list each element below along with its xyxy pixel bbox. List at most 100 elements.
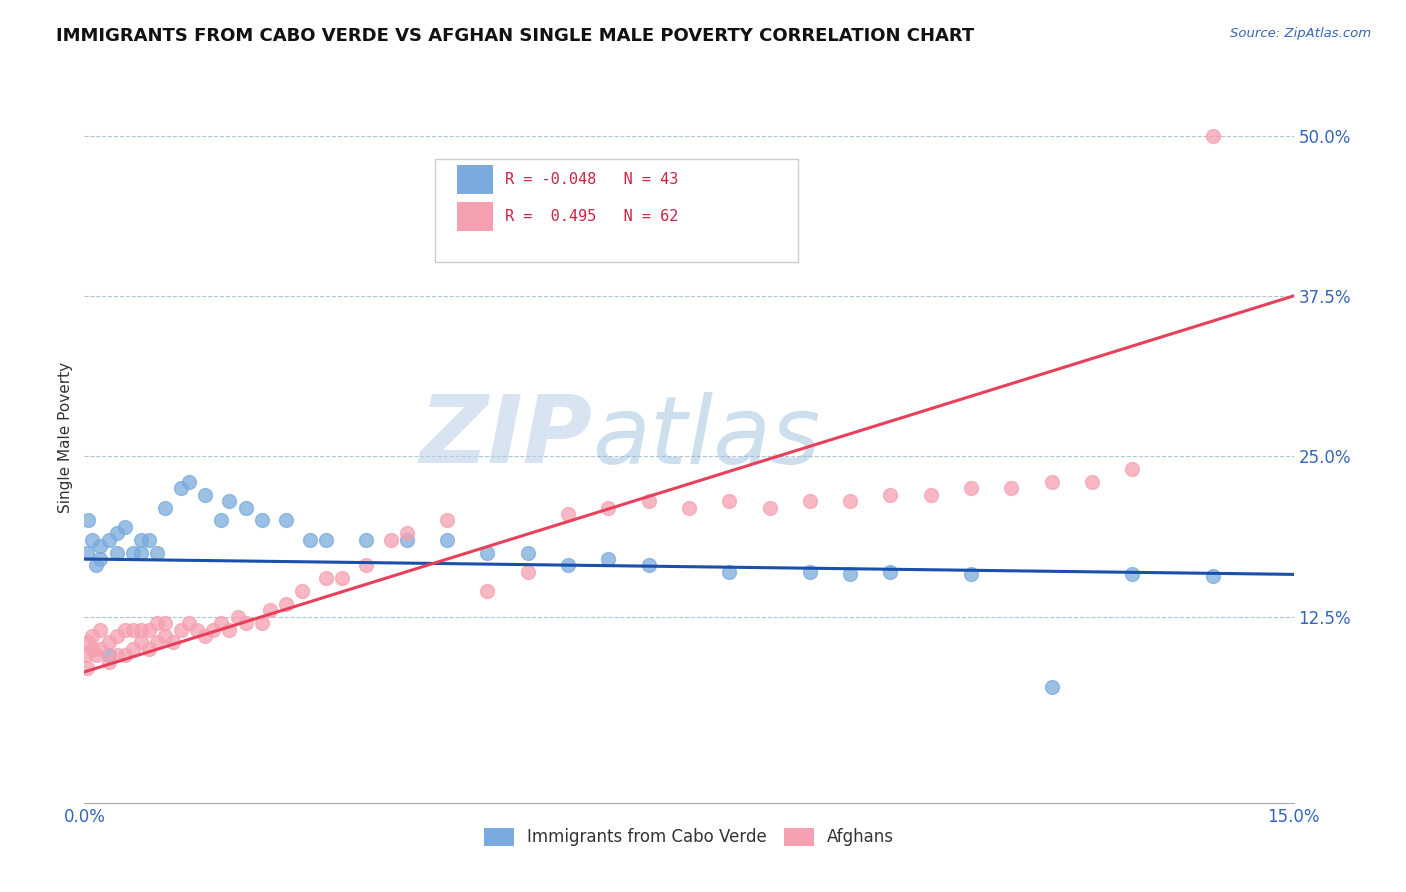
FancyBboxPatch shape [434, 159, 797, 261]
Point [138, 533, 160, 547]
Point [1040, 475, 1063, 489]
Text: R = -0.048   N = 43: R = -0.048 N = 43 [505, 172, 679, 187]
Point [250, 514, 273, 528]
Point [105, 648, 128, 663]
Point [226, 609, 249, 624]
Point [436, 533, 458, 547]
Point [97, 635, 120, 649]
Point [1081, 475, 1104, 489]
Point [1000, 482, 1022, 496]
Point [356, 533, 378, 547]
Y-axis label: Single Male Poverty: Single Male Poverty [58, 361, 73, 513]
Point [86, 558, 108, 573]
Point [799, 565, 821, 579]
Point [209, 514, 232, 528]
Point [146, 616, 169, 631]
Point [129, 545, 152, 559]
Point [274, 514, 297, 528]
Point [218, 623, 240, 637]
Point [129, 533, 152, 547]
Point [477, 545, 499, 559]
Point [194, 629, 217, 643]
Point [114, 648, 136, 663]
Point [598, 500, 620, 515]
Point [250, 616, 273, 631]
Point [516, 545, 538, 559]
Point [315, 571, 337, 585]
Point [76, 545, 98, 559]
Point [121, 545, 143, 559]
Point [1121, 567, 1143, 582]
Point [77, 514, 100, 528]
Point [637, 494, 659, 508]
Text: IMMIGRANTS FROM CABO VERDE VS AFGHAN SINGLE MALE POVERTY CORRELATION CHART: IMMIGRANTS FROM CABO VERDE VS AFGHAN SIN… [56, 27, 974, 45]
Point [1121, 462, 1143, 476]
Point [97, 648, 120, 663]
Point [477, 584, 499, 599]
Point [105, 629, 128, 643]
Point [114, 520, 136, 534]
Point [97, 533, 120, 547]
Point [235, 616, 257, 631]
Point [121, 623, 143, 637]
Point [89, 552, 111, 566]
Point [121, 641, 143, 656]
Point [86, 648, 108, 663]
Point [960, 482, 983, 496]
Point [82, 629, 104, 643]
Point [138, 623, 160, 637]
Point [879, 488, 901, 502]
Point [97, 655, 120, 669]
Point [299, 533, 322, 547]
Point [89, 539, 111, 553]
Point [718, 494, 741, 508]
Point [146, 545, 169, 559]
Text: Source: ZipAtlas.com: Source: ZipAtlas.com [1230, 27, 1371, 40]
Point [259, 603, 281, 617]
Point [274, 597, 297, 611]
Point [146, 635, 169, 649]
Point [315, 533, 337, 547]
Bar [457, 202, 494, 231]
Point [138, 641, 160, 656]
Point [89, 623, 111, 637]
Point [879, 565, 901, 579]
Point [516, 565, 538, 579]
Point [920, 488, 942, 502]
Point [170, 482, 193, 496]
Point [76, 661, 98, 675]
Point [1202, 128, 1225, 143]
Point [598, 552, 620, 566]
Point [799, 494, 821, 508]
Point [186, 623, 208, 637]
Point [153, 616, 176, 631]
Point [179, 475, 201, 489]
Point [395, 533, 418, 547]
Point [291, 584, 314, 599]
Point [839, 494, 862, 508]
Point [718, 565, 741, 579]
Point [1202, 568, 1225, 582]
Text: R =  0.495   N = 62: R = 0.495 N = 62 [505, 209, 679, 224]
Point [129, 635, 152, 649]
Point [89, 641, 111, 656]
Point [678, 500, 700, 515]
Point [637, 558, 659, 573]
Point [235, 500, 257, 515]
Point [114, 623, 136, 637]
Bar [457, 165, 494, 194]
Point [380, 533, 402, 547]
Point [105, 545, 128, 559]
Point [82, 533, 104, 547]
Point [170, 623, 193, 637]
Point [758, 500, 780, 515]
Point [82, 641, 104, 656]
Point [77, 635, 100, 649]
Point [105, 526, 128, 541]
Point [194, 488, 217, 502]
Point [1040, 681, 1063, 695]
Point [153, 500, 176, 515]
Point [557, 558, 579, 573]
Point [75, 648, 97, 663]
Point [330, 571, 353, 585]
